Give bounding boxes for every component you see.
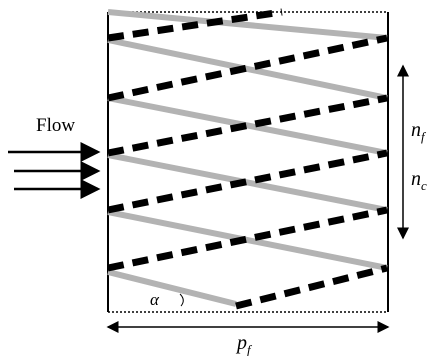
solid-band <box>107 269 237 307</box>
nc-label-sub: c <box>421 178 427 193</box>
nc-label: nc <box>411 168 427 193</box>
right-arrow-icon <box>8 142 101 199</box>
nf-label: nf <box>411 119 427 144</box>
pf-label-base: p <box>235 332 247 354</box>
solid-band <box>107 95 388 156</box>
angle-arc-icon <box>179 293 184 307</box>
flow-label: Flow <box>36 115 75 136</box>
dashed-band <box>107 34 388 102</box>
solid-band <box>107 37 388 101</box>
solid-band <box>107 9 388 41</box>
dashed-band <box>235 264 388 310</box>
dashed-band <box>107 149 388 214</box>
nc-label-base: n <box>411 168 421 190</box>
solid-bands <box>107 9 388 307</box>
solid-band <box>107 152 388 213</box>
pf-label: pf <box>235 332 253 356</box>
pf-label-sub: f <box>247 342 253 356</box>
alpha-label: α <box>150 290 160 309</box>
dashed-band <box>107 94 388 157</box>
dashed-band <box>107 8 283 42</box>
dashed-bands <box>107 8 388 310</box>
solid-band <box>107 209 388 271</box>
nf-label-base: n <box>411 119 421 141</box>
nf-label-sub: f <box>421 129 427 144</box>
dashed-band <box>107 206 388 272</box>
frame <box>107 11 389 313</box>
